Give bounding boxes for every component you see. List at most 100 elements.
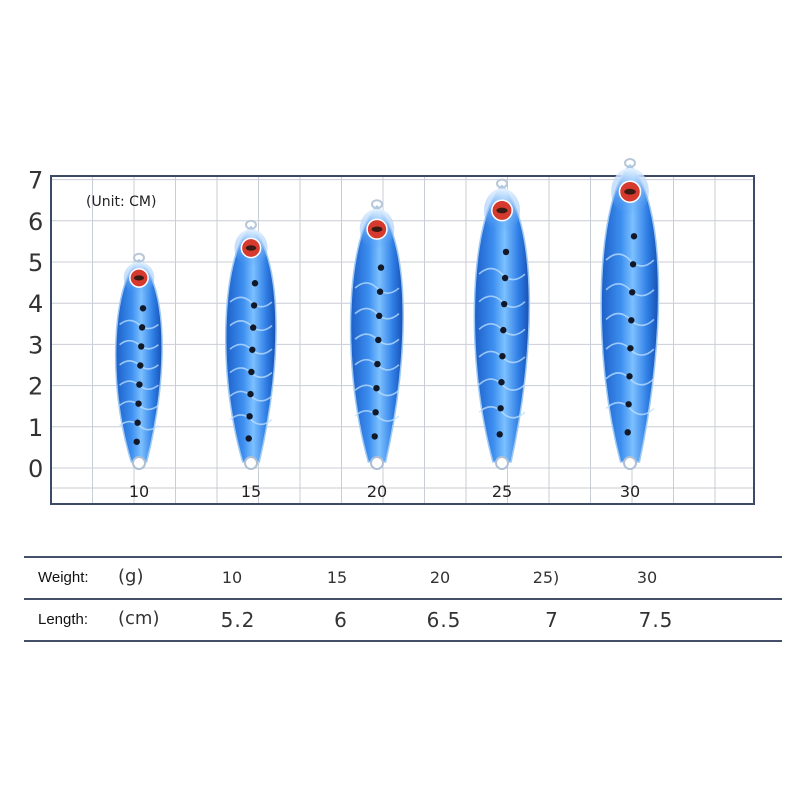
weight-cell: 20 <box>429 568 451 587</box>
lure-pupil <box>371 226 383 232</box>
weight-cell: 25) <box>532 568 560 587</box>
y-tick-label: 1 <box>28 414 43 442</box>
lure-top-ring <box>371 199 383 210</box>
length-cell: 6 <box>334 608 348 632</box>
lure-dot <box>496 431 503 438</box>
lure-dot <box>138 324 146 331</box>
lure-dot <box>247 390 254 398</box>
chart-frame <box>50 175 755 505</box>
lure-stripe <box>478 295 526 309</box>
lure-dot <box>135 400 142 407</box>
lure-dot <box>629 261 637 268</box>
lure-stripe <box>478 405 526 419</box>
weight-cell: 15 <box>326 568 348 587</box>
lure-bottom-ring <box>244 456 258 470</box>
length-row: Length: (cm) 5.2 6 6.5 7 7.5 <box>24 598 782 642</box>
lure-dot <box>138 343 145 350</box>
lure-bottom-ring <box>495 456 509 470</box>
lure-dot <box>498 379 505 386</box>
lure-pupil <box>133 275 145 281</box>
lure-dot <box>373 384 380 392</box>
lure-stripe <box>119 319 159 330</box>
lure-dot <box>629 289 636 296</box>
lure-dot <box>628 317 635 324</box>
lure-30 <box>600 158 660 470</box>
y-tick-label: 6 <box>28 208 43 236</box>
weight-row: Weight: (g) 10 15 20 25) 30 <box>24 556 782 598</box>
lure-dot <box>624 429 631 436</box>
lure-dot <box>371 433 378 440</box>
weight-cell: 10 <box>221 568 243 587</box>
lure-dot <box>246 413 253 420</box>
lure-dot <box>137 362 144 369</box>
lure-20 <box>349 199 404 470</box>
weight-cell: 30 <box>636 568 658 587</box>
x-tick-label: 30 <box>620 482 640 501</box>
lure-top-ring <box>133 252 145 263</box>
length-cell: 5.2 <box>220 608 256 632</box>
y-tick-label: 3 <box>28 331 43 359</box>
weight-unit: (g) <box>118 566 144 587</box>
lure-bottom-ring <box>370 456 384 470</box>
lure-dot <box>374 360 381 368</box>
x-tick-label: 20 <box>367 482 387 501</box>
lure-dot <box>627 345 634 352</box>
lure-dot <box>250 302 258 309</box>
lure-dot <box>625 401 632 408</box>
y-tick-label: 0 <box>28 455 43 483</box>
lure-25 <box>473 178 531 470</box>
length-cell: 7 <box>545 608 559 632</box>
spec-table: Weight: (g) 10 15 20 25) 30 Length: (cm)… <box>24 556 782 642</box>
lure-dot <box>248 368 255 376</box>
lure-dot <box>377 264 385 271</box>
lure-dot <box>501 300 508 308</box>
lure-stripe <box>354 410 400 422</box>
lure-dot <box>133 438 140 445</box>
y-tick-label: 2 <box>28 373 43 401</box>
lure-dot <box>245 435 252 442</box>
lure-dot <box>501 274 509 282</box>
lure-top-ring <box>624 158 636 168</box>
lure-dot <box>630 233 638 240</box>
y-tick-label: 4 <box>28 290 43 318</box>
length-label: Length: <box>38 611 89 628</box>
lure-stripe <box>605 253 655 267</box>
unit-label: (Unit: CM) <box>86 194 156 210</box>
lure-stripe <box>354 282 400 294</box>
weight-label: Weight: <box>38 569 89 586</box>
lure-pupil <box>624 188 636 195</box>
x-tick-label: 10 <box>129 482 149 501</box>
lure-size-chart: (Unit: CM) 0 1 2 3 4 5 6 7 10 15 20 25 30 <box>28 158 755 505</box>
lure-dot <box>626 373 633 380</box>
length-unit: (cm) <box>118 608 160 629</box>
lure-dot <box>251 280 259 287</box>
length-cell: 6.5 <box>426 608 462 632</box>
lure-top-ring <box>245 219 257 230</box>
lure-bottom-ring <box>132 456 146 470</box>
lure-pupil <box>245 245 257 251</box>
lure-stripe <box>478 267 526 281</box>
lure-stripe <box>119 420 159 431</box>
x-tick-label: 15 <box>241 482 261 501</box>
length-cell: 7.5 <box>638 608 674 632</box>
lure-stripe <box>229 414 273 426</box>
lure-dot <box>500 326 507 334</box>
lure-dot <box>250 324 257 331</box>
lure-stripe <box>605 283 655 297</box>
x-tick-label: 25 <box>492 482 512 501</box>
lure-15 <box>224 219 277 470</box>
lure-stripe <box>605 401 655 416</box>
lure-dot <box>502 248 510 256</box>
lure-dot <box>249 346 256 353</box>
lure-dot <box>139 305 147 312</box>
lure-dot <box>375 336 382 344</box>
lure-pupil <box>496 207 508 214</box>
y-tick-label: 7 <box>28 167 43 195</box>
lure-dot <box>499 352 506 360</box>
lure-dot <box>497 405 504 412</box>
lure-10 <box>114 252 163 470</box>
lure-bottom-ring <box>623 456 637 470</box>
lure-top-ring <box>496 178 508 189</box>
lure-dot <box>376 312 383 320</box>
lure-dot <box>376 288 384 295</box>
